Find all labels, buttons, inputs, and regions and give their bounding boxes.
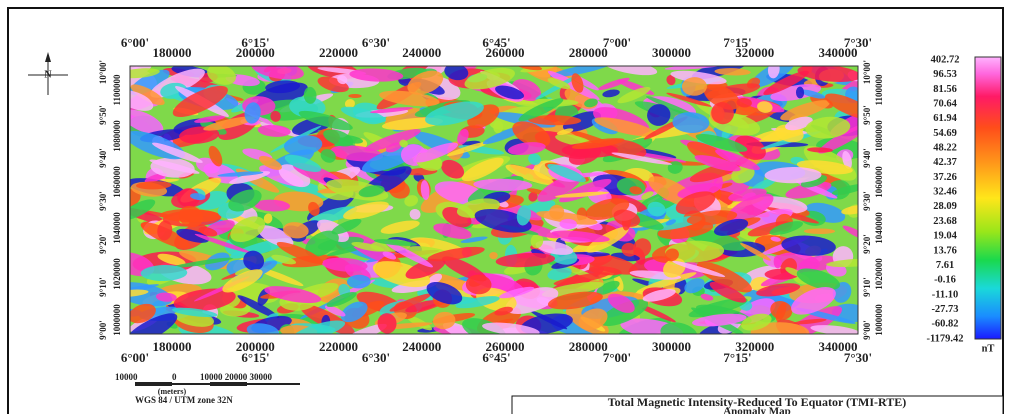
colorbar-label: 7.61 xyxy=(936,260,954,271)
right-degrees: 9°20' xyxy=(862,234,872,254)
bottom-eastings: 180000 xyxy=(153,339,192,354)
bottom-eastings: 320000 xyxy=(735,339,774,354)
colorbar-label: 32.46 xyxy=(933,187,957,198)
top-degrees: 6°30' xyxy=(362,35,390,50)
colorbar-label: -0.16 xyxy=(934,275,956,286)
scale-bar xyxy=(135,382,300,386)
right-degrees: 9°50' xyxy=(862,105,872,125)
top-eastings: 180000 xyxy=(153,45,192,60)
top-eastings: 220000 xyxy=(319,45,358,60)
colorbar-label: -27.73 xyxy=(931,304,958,315)
top-eastings: 320000 xyxy=(735,45,774,60)
subtitle: Anomaly Map xyxy=(723,406,791,414)
colorbar-label: 70.64 xyxy=(933,98,957,109)
colorbar-label: 19.04 xyxy=(933,231,957,242)
colorbar-label: -1179.42 xyxy=(926,333,963,344)
projection: WGS 84 / UTM zone 32N xyxy=(135,395,233,405)
right-degrees: 10°00' xyxy=(862,60,872,84)
right-northings: 1020000 xyxy=(874,258,884,290)
right-northings: 1000000 xyxy=(874,304,884,336)
anomaly-image xyxy=(103,53,884,351)
top-eastings: 260000 xyxy=(486,45,525,60)
page: N 10000 0 10000 20000 30000 (meters) WGS… xyxy=(0,0,1011,414)
left-northings: 1000000 xyxy=(112,304,122,336)
top-degrees: 6°00' xyxy=(121,35,149,50)
right-northings: 1040000 xyxy=(874,212,884,244)
north-label: N xyxy=(44,69,52,80)
anomaly-blob xyxy=(489,252,498,259)
right-degrees: 9°00' xyxy=(862,320,872,340)
bottom-degrees: 6°30' xyxy=(362,350,390,365)
scale-label: 10000 xyxy=(115,372,138,382)
colorbar-label: -60.82 xyxy=(931,319,958,330)
left-degrees: 9°30' xyxy=(98,191,108,211)
colorbar-label: 28.09 xyxy=(933,201,957,212)
left-degrees: 9°20' xyxy=(98,234,108,254)
top-eastings: 200000 xyxy=(236,45,275,60)
left-northings: 1040000 xyxy=(112,212,122,244)
colorbar-unit: nT xyxy=(982,343,995,354)
colorbar-label: 13.76 xyxy=(933,245,957,256)
colorbar-label: 42.37 xyxy=(933,157,957,168)
colorbar-label: 61.94 xyxy=(933,113,957,124)
left-northings: 1060000 xyxy=(112,166,122,198)
right-northings: 1100000 xyxy=(874,74,884,106)
right-degrees: 9°30' xyxy=(862,191,872,211)
bottom-eastings: 240000 xyxy=(402,339,441,354)
colorbar xyxy=(975,57,1001,339)
bottom-degrees: 6°00' xyxy=(121,350,149,365)
colorbar-label: 37.26 xyxy=(933,172,957,183)
left-northings: 1080000 xyxy=(112,120,122,152)
right-degrees: 9°40' xyxy=(862,148,872,168)
right-northings: 1060000 xyxy=(874,166,884,198)
scale-label: 10000 20000 30000 xyxy=(200,372,273,382)
bottom-eastings: 260000 xyxy=(486,339,525,354)
bottom-eastings: 340000 xyxy=(819,339,858,354)
colorbar-label: 96.53 xyxy=(933,69,957,80)
right-northings: 1080000 xyxy=(874,120,884,152)
top-eastings: 300000 xyxy=(652,45,691,60)
colorbar-label: -11.10 xyxy=(932,289,959,300)
bottom-eastings: 220000 xyxy=(319,339,358,354)
top-eastings: 340000 xyxy=(819,45,858,60)
top-eastings: 280000 xyxy=(569,45,608,60)
left-northings: 1100000 xyxy=(112,74,122,106)
colorbar-label: 54.69 xyxy=(933,128,957,139)
colorbar-label: 81.56 xyxy=(933,84,957,95)
bottom-eastings: 200000 xyxy=(236,339,275,354)
colorbar-label: 402.72 xyxy=(931,54,960,65)
colorbar-label: 48.22 xyxy=(933,143,957,154)
top-eastings: 240000 xyxy=(402,45,441,60)
left-degrees: 10°00' xyxy=(98,60,108,84)
left-degrees: 9°50' xyxy=(98,105,108,125)
scale-label: 0 xyxy=(172,372,177,382)
bottom-eastings: 300000 xyxy=(652,339,691,354)
left-degrees: 9°00' xyxy=(98,320,108,340)
left-northings: 1020000 xyxy=(112,258,122,290)
colorbar-label: 23.68 xyxy=(933,216,957,227)
right-degrees: 9°10' xyxy=(862,277,872,297)
bottom-eastings: 280000 xyxy=(569,339,608,354)
left-degrees: 9°40' xyxy=(98,148,108,168)
left-degrees: 9°10' xyxy=(98,277,108,297)
